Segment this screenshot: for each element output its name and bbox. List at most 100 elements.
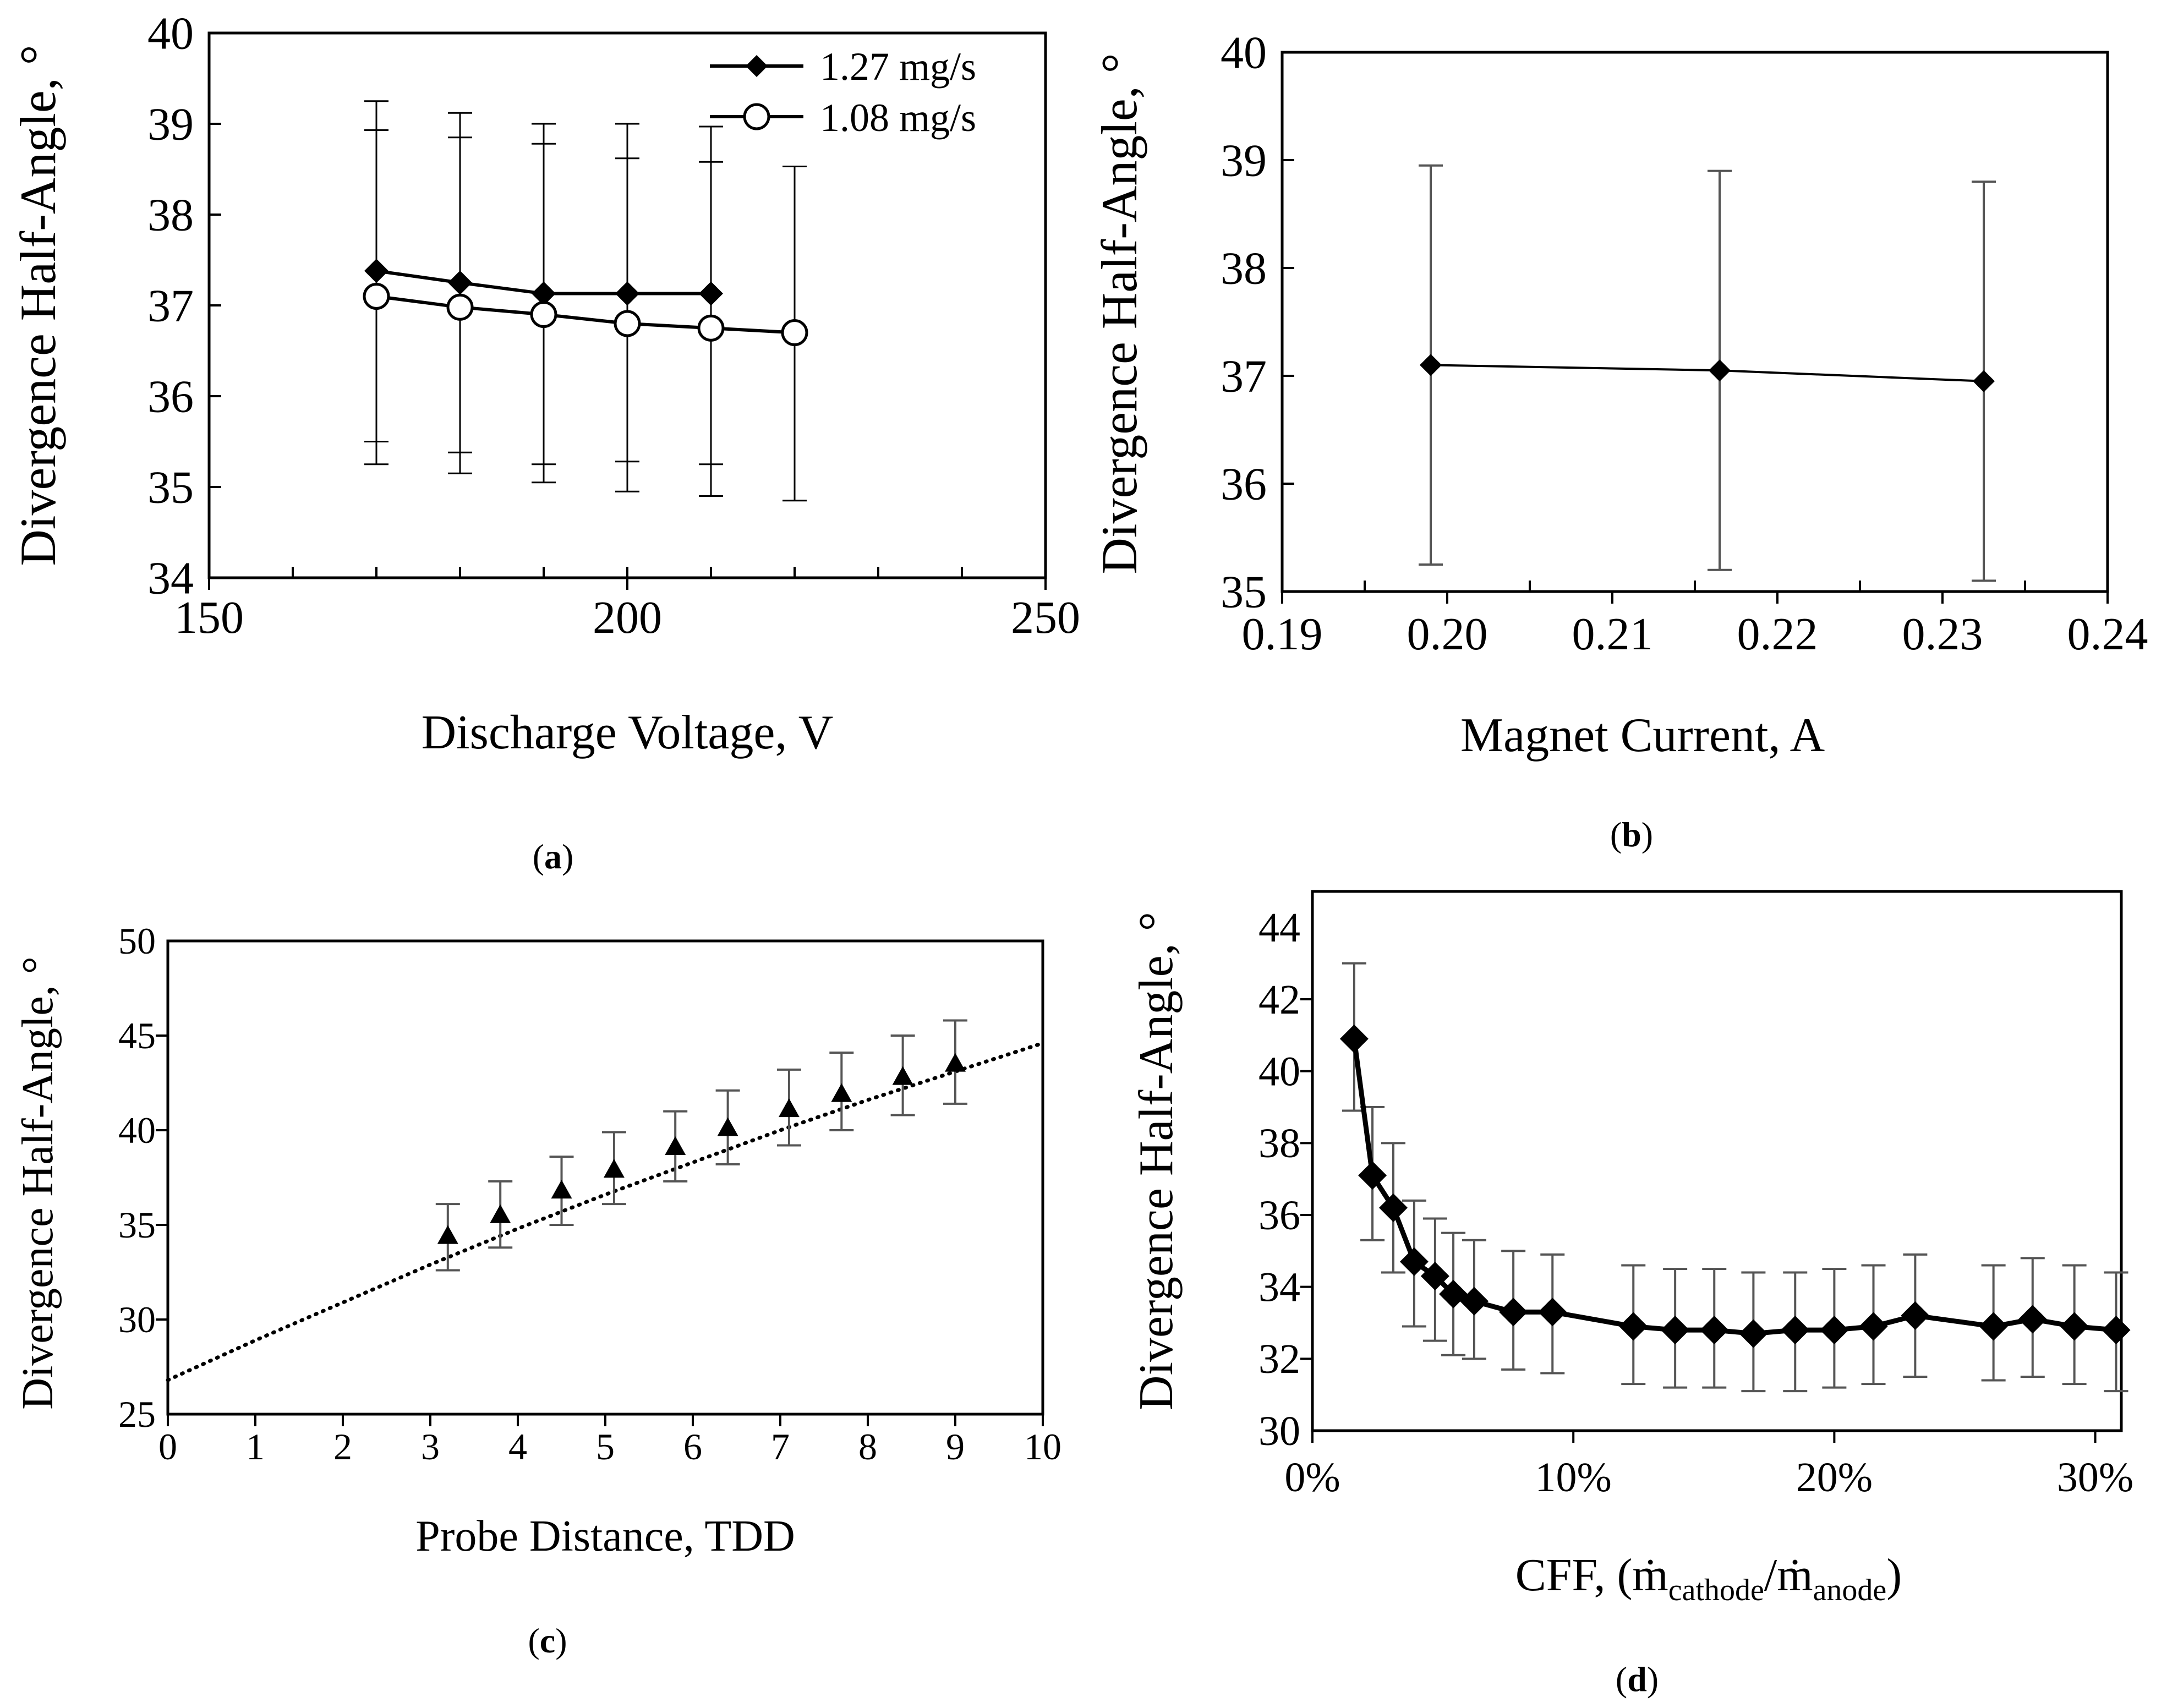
data-point xyxy=(1739,1319,1768,1348)
series-1 xyxy=(1419,164,1996,582)
x-axis-label-c: Probe Distance, TDD xyxy=(415,1512,795,1561)
panel-caption-b: (b) xyxy=(1610,815,1653,854)
data-point xyxy=(363,283,390,310)
legend-marker-diamond xyxy=(746,55,768,77)
data-point xyxy=(1859,1312,1888,1341)
data-point xyxy=(551,1180,572,1199)
data-point xyxy=(945,1053,966,1072)
x-tick-label: 0.22 xyxy=(1737,609,1818,660)
data-point xyxy=(603,1159,625,1178)
data-point xyxy=(2018,1305,2047,1334)
data-point xyxy=(1973,370,1995,392)
data-point xyxy=(1661,1316,1690,1345)
data-point xyxy=(1420,354,1442,376)
series-1 xyxy=(1339,962,2131,1393)
x-tick-label: 0.20 xyxy=(1407,609,1488,660)
data-point xyxy=(1399,1247,1429,1276)
y-tick-label: 38 xyxy=(1221,243,1267,294)
x-axis-label-d: CFF, (ṁcathode/ṁanode) xyxy=(1515,1550,1902,1607)
x-tick-label: 0.23 xyxy=(1902,609,1983,660)
legend-a: 1.27 mg/s 1.08 mg/s xyxy=(710,45,976,140)
y-tick-label: 40 xyxy=(1221,28,1267,79)
data-point xyxy=(1538,1298,1567,1327)
x-tick-label: 9 xyxy=(946,1426,965,1468)
y-tick-label: 39 xyxy=(147,99,194,150)
y-tick-label: 32 xyxy=(1258,1336,1300,1382)
x-tick-label: 8 xyxy=(858,1426,877,1468)
y-tick-label: 39 xyxy=(1221,135,1267,187)
x-tick-label: 2 xyxy=(333,1426,352,1468)
panel-b: 35 36 37 38 39 40 0.19 0.20 0.21 0.22 0.23 0.24 Mag… xyxy=(1091,28,2148,854)
y-tick-label: 38 xyxy=(1258,1120,1300,1167)
x-tick-label: 0.19 xyxy=(1242,609,1323,660)
x-tick-label: 3 xyxy=(421,1426,440,1468)
x-tick-label: 150 xyxy=(174,592,244,643)
caption-letter-b: b xyxy=(1622,815,1641,854)
series-line xyxy=(376,294,795,335)
y-tick-label: 40 xyxy=(147,8,194,59)
y-tick-label: 35 xyxy=(118,1204,156,1246)
data-point xyxy=(2102,1316,2131,1345)
y-tick-label: 35 xyxy=(1221,567,1267,618)
panel-caption-a: (a) xyxy=(533,837,574,876)
data-point xyxy=(1979,1312,2008,1341)
x-axis-label-d-sub2: anode xyxy=(1813,1573,1887,1607)
data-point xyxy=(665,1136,686,1155)
y-axis-label-b: Divergence Half-Angle, ° xyxy=(1091,53,1147,574)
y-tick-label: 44 xyxy=(1258,905,1300,951)
x-tick-label: 10 xyxy=(1024,1426,1061,1468)
y-tick-label: 45 xyxy=(118,1015,156,1056)
y-tick-label: 30 xyxy=(118,1299,156,1340)
y-tick-label: 36 xyxy=(1221,459,1267,510)
plot-area-b xyxy=(1280,51,2109,593)
x-tick-label: 0% xyxy=(1284,1454,1340,1501)
data-point xyxy=(2060,1312,2089,1341)
data-point xyxy=(446,293,474,321)
x-axis-label-b: Magnet Current, A xyxy=(1460,709,1825,762)
x-axis-label-d-mid: /ṁ xyxy=(1764,1550,1813,1601)
data-point xyxy=(697,314,725,342)
y-tick-label: 34 xyxy=(1258,1264,1300,1311)
data-point xyxy=(831,1083,852,1102)
caption-letter-d: d xyxy=(1627,1660,1647,1699)
y-tick-label: 37 xyxy=(1221,351,1267,402)
data-point xyxy=(1820,1316,1849,1345)
legend-marker-circle xyxy=(743,103,770,130)
x-axis-label-d-main: CFF, (ṁ xyxy=(1515,1550,1668,1601)
x-tick-label: 30% xyxy=(2057,1454,2133,1501)
x-axis-label-d-end: ) xyxy=(1886,1550,1902,1601)
data-point xyxy=(1781,1316,1810,1345)
y-tick-label: 50 xyxy=(118,920,156,962)
data-point xyxy=(490,1204,511,1223)
x-tick-label: 0 xyxy=(158,1426,177,1468)
data-point xyxy=(614,310,641,337)
caption-letter-c: c xyxy=(540,1621,555,1660)
y-axis-label-d: Divergence Half-Angle, ° xyxy=(1130,912,1183,1410)
legend-label-1: 1.27 mg/s xyxy=(820,45,976,89)
data-point xyxy=(892,1066,913,1085)
data-point xyxy=(1379,1193,1408,1222)
panel-d: 30 32 34 36 38 40 42 44 0% 10% 20% 30% CFF, (ṁcatho… xyxy=(1130,890,2133,1699)
data-point xyxy=(1460,1287,1489,1316)
plot-area-d xyxy=(1311,890,2123,1432)
data-point xyxy=(1619,1312,1648,1341)
series-2 xyxy=(363,129,808,502)
x-tick-label: 5 xyxy=(596,1426,615,1468)
x-axis-label-a: Discharge Voltage, V xyxy=(422,706,834,759)
y-tick-label: 37 xyxy=(147,281,194,332)
caption-letter-a: a xyxy=(544,837,562,876)
x-tick-label: 7 xyxy=(771,1426,790,1468)
y-tick-label: 40 xyxy=(1258,1049,1300,1095)
y-axis-label-c: Divergence Half-Angle, ° xyxy=(14,956,62,1410)
data-point xyxy=(530,301,557,328)
data-point xyxy=(1901,1301,1930,1330)
y-tick-label: 40 xyxy=(118,1109,156,1151)
y-tick-label: 35 xyxy=(147,462,194,513)
x-tick-label: 1 xyxy=(246,1426,265,1468)
x-tick-label: 4 xyxy=(508,1426,527,1468)
y-tick-label: 36 xyxy=(147,371,194,423)
data-point xyxy=(781,319,808,346)
data-point xyxy=(1499,1298,1528,1327)
x-axis-label-d-sub1: cathode xyxy=(1668,1573,1764,1607)
